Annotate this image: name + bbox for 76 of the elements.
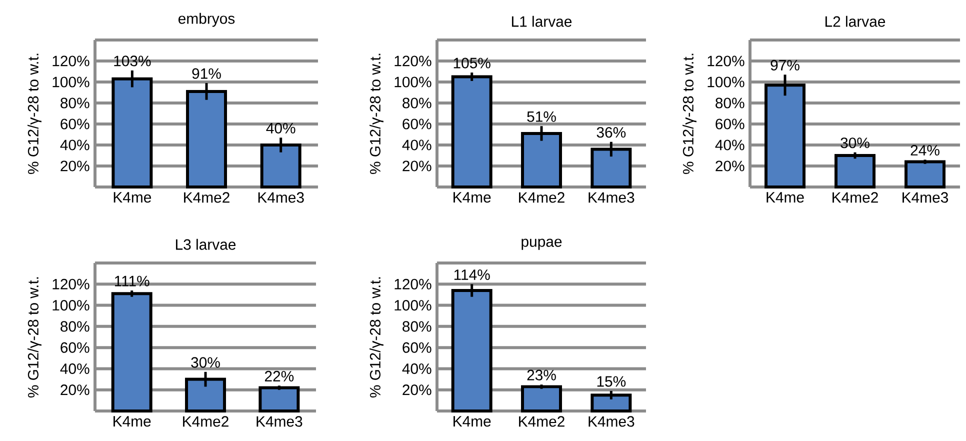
y-tick-label: 60%: [402, 118, 432, 130]
y-tick-label: 20%: [402, 384, 432, 396]
x-tick-label: K4me2: [519, 416, 564, 427]
chart-title: embryos: [178, 12, 235, 27]
data-label: 23%: [527, 370, 556, 380]
y-tick-label: 20%: [60, 160, 90, 172]
y-tick-label: 40%: [402, 140, 432, 150]
x-tick-label: K4me2: [832, 192, 878, 203]
data-label: 24%: [910, 144, 940, 156]
y-axis-title: % G12/γ-28 to w.t.: [370, 277, 384, 398]
y-tick-label: 40%: [60, 363, 90, 374]
y-tick-label: 20%: [402, 160, 432, 172]
x-tick-label: K4me3: [258, 192, 304, 203]
bar: [834, 154, 876, 188]
y-tick-label: 100%: [394, 300, 432, 311]
y-tick-label: 60%: [402, 342, 432, 353]
data-label: 51%: [527, 111, 556, 122]
y-tick-label: 60%: [716, 118, 744, 130]
bar: [111, 292, 152, 412]
data-label: 111%: [114, 276, 150, 286]
x-tick-label: K4me3: [902, 192, 948, 203]
y-tick-label: 80%: [60, 98, 90, 108]
y-tick-label: 40%: [402, 363, 432, 374]
y-tick-label: 100%: [394, 76, 432, 88]
y-tick-label: 80%: [402, 321, 432, 332]
bar: [451, 75, 492, 188]
y-tick-label: 120%: [394, 278, 432, 290]
x-tick-label: K4me: [114, 416, 151, 427]
y-tick-label: 80%: [716, 98, 744, 108]
y-tick-label: 60%: [60, 342, 90, 353]
bar: [590, 394, 632, 412]
chart-title: L3 larvae: [176, 238, 236, 250]
data-label: 15%: [597, 376, 626, 387]
y-tick-label: 40%: [715, 140, 744, 150]
y-tick-label: 20%: [716, 160, 744, 172]
bar: [258, 386, 300, 412]
x-tick-label: K4me3: [588, 416, 634, 427]
data-label: 40%: [266, 122, 296, 134]
data-label: 91%: [192, 68, 221, 79]
y-tick-label: 100%: [52, 76, 90, 88]
y-tick-label: 20%: [60, 384, 90, 396]
y-tick-label: 120%: [52, 278, 90, 290]
data-label: 105%: [454, 58, 490, 68]
bar: [521, 385, 562, 412]
x-tick-label: K4me2: [184, 192, 230, 203]
y-tick-label: 60%: [60, 118, 90, 130]
x-tick-label: K4me: [766, 192, 804, 203]
x-tick-label: K4me: [454, 416, 491, 427]
y-axis-title: % G12/γ-28 to w.t.: [28, 277, 42, 398]
x-tick-label: K4me3: [256, 416, 302, 427]
y-tick-label: 80%: [402, 98, 432, 108]
data-label: 97%: [770, 60, 800, 70]
chart-title: pupae: [522, 238, 562, 250]
y-axis-title: % G12/γ-28 to w.t.: [370, 54, 384, 174]
y-axis-title: % G12/γ-28 to w.t.: [28, 54, 42, 174]
data-label: 30%: [840, 138, 870, 148]
data-label: 22%: [264, 370, 294, 382]
x-tick-label: K4me2: [519, 192, 564, 203]
data-label: 36%: [596, 127, 626, 138]
chart-title: L1 larvae: [512, 16, 572, 27]
data-label: 30%: [191, 357, 220, 368]
data-label: 114%: [454, 270, 490, 280]
y-tick-label: 120%: [394, 56, 432, 66]
y-tick-label: 80%: [60, 321, 90, 332]
y-axis-title: % G12/γ-28 to w.t.: [682, 54, 696, 174]
x-tick-label: K4me: [454, 192, 491, 203]
x-tick-label: K4me2: [183, 416, 228, 427]
y-tick-label: 100%: [708, 76, 744, 88]
x-tick-label: K4me: [114, 192, 152, 203]
y-tick-label: 40%: [60, 140, 90, 150]
x-tick-label: K4me3: [588, 192, 634, 203]
chart-title: L2 larvae: [825, 16, 886, 27]
bar: [904, 160, 946, 188]
y-tick-label: 100%: [52, 300, 90, 311]
y-tick-label: 120%: [708, 56, 744, 66]
y-tick-label: 120%: [52, 56, 90, 66]
